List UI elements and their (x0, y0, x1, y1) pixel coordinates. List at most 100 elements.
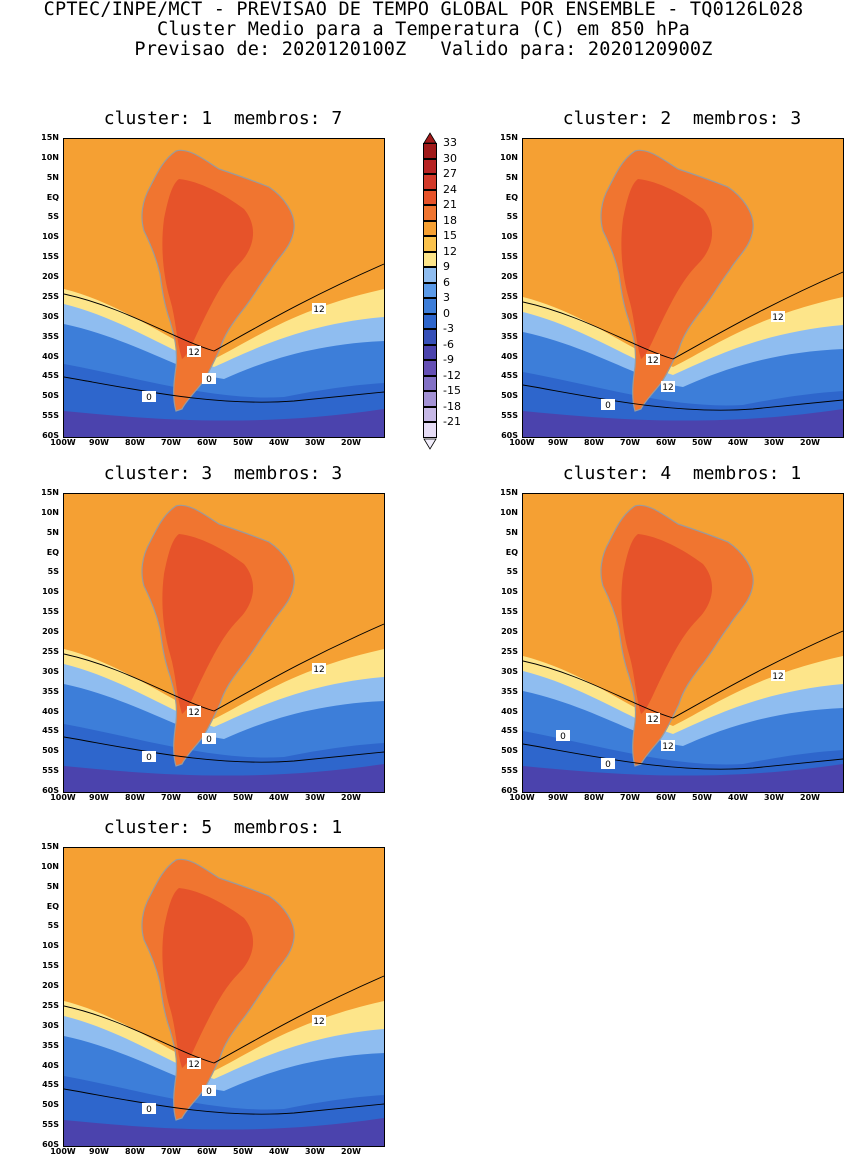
contour-label: 0 (206, 1087, 212, 1097)
lon-tick-label: 80W (125, 438, 145, 447)
contour-label-box (646, 713, 660, 724)
contour-label-box (771, 311, 785, 322)
legend-label: 33 (443, 136, 457, 149)
lat-tick-label: 60S (42, 786, 59, 795)
lat-tick-label: 15N (41, 842, 59, 851)
lat-tick-label: 45S (42, 726, 59, 736)
contour-label-box (312, 1015, 326, 1026)
lat-tick-label: EQ (505, 547, 518, 557)
map-panel-1: cluster: 1 membros: 7 12 12 0 0 15N 10N 5N EQ 5S 1… (41, 108, 385, 447)
lat-tick-label: 60S (501, 431, 518, 440)
lat-tick-label: 60S (42, 431, 59, 440)
contour-12 (64, 623, 384, 712)
lat-tick-label: 60S (42, 1140, 59, 1149)
panel-title: cluster: 3 membros: 3 (103, 463, 343, 484)
contour-label: 12 (188, 708, 199, 718)
contour-label: 0 (146, 393, 152, 403)
contour-label: 0 (605, 401, 611, 411)
temperature-map: 12 12 0 0 (63, 493, 385, 793)
lat-tick-label: 20S (501, 627, 518, 637)
lat-tick-label: 40S (42, 1060, 59, 1070)
contour-label-box (601, 758, 615, 769)
legend-label: -12 (443, 368, 461, 382)
legend-swatch (423, 406, 437, 422)
lat-tick-label: 30S (501, 666, 518, 676)
lon-tick-label: 30W (764, 438, 784, 447)
lat-tick-label: 50S (501, 391, 518, 401)
contour-label: 12 (313, 305, 324, 315)
lat-tick-label: 30S (42, 311, 59, 321)
lon-tick-label: 40W (728, 793, 748, 802)
contour-label: 12 (188, 1060, 199, 1070)
lon-tick-label: 30W (305, 1147, 325, 1156)
header-line-1: CPTEC/INPE/MCT - PREVISAO DE TEMPO GLOBA… (43, 0, 804, 20)
legend-label: -21 (443, 415, 461, 428)
panel-title: cluster: 2 membros: 3 (562, 108, 802, 129)
legend-label: 3 (443, 291, 450, 304)
lon-tick-label: 90W (548, 793, 568, 802)
lon-tick-label: 30W (305, 438, 325, 447)
lat-tick-label: 20S (42, 272, 59, 282)
lon-tick-label: 20W (341, 793, 361, 802)
legend-label: 9 (443, 260, 450, 273)
lat-tick-label: 5N (46, 527, 59, 537)
lat-tick-label: 5S (506, 567, 518, 577)
lon-tick-label: 20W (800, 793, 820, 802)
contour-label: 0 (560, 732, 566, 742)
legend-swatch (423, 391, 437, 407)
coastline (141, 149, 295, 412)
lat-tick-label: 50S (501, 746, 518, 756)
continent-hotter-zone (162, 534, 254, 714)
lon-tick-label: 50W (233, 438, 253, 447)
lat-tick-label: 20S (42, 627, 59, 637)
coldest-zone (523, 409, 843, 437)
legend-swatch (423, 174, 437, 190)
contour-12 (523, 271, 843, 360)
continent-hotter-zone (621, 179, 713, 359)
contour-label-box (312, 663, 326, 674)
legend-swatch (423, 236, 437, 252)
contour-label: 0 (206, 375, 212, 385)
legend-swatch (423, 189, 437, 205)
lon-tick-label: 70W (620, 438, 640, 447)
lat-tick-label: 15N (41, 488, 59, 497)
contour-label-box (142, 751, 156, 762)
lat-tick-label: 30S (501, 311, 518, 321)
contour-label: 12 (662, 383, 673, 393)
legend-label: -18 (443, 399, 461, 413)
lat-tick-label: 35S (42, 1040, 59, 1050)
lat-tick-label: 5N (505, 172, 518, 182)
contour-label-box (661, 381, 675, 392)
legend-label: 15 (443, 229, 457, 242)
lon-tick-label: 80W (584, 438, 604, 447)
contour-label: 12 (313, 665, 324, 675)
lat-tick-label: 20S (501, 272, 518, 282)
map-panel-3: cluster: 3 membros: 3 12 12 0 0 15N 10N 5N EQ 5S 1… (41, 463, 385, 802)
legend-swatch (423, 375, 437, 391)
lat-tick-label: 10S (501, 232, 518, 242)
lon-tick-label: 70W (161, 1147, 181, 1156)
lon-tick-label: 40W (269, 1147, 289, 1156)
contour-label: 12 (647, 356, 658, 366)
lat-tick-label: 15S (42, 607, 59, 617)
contour-label-box (556, 730, 570, 741)
lat-tick-label: 50S (42, 391, 59, 401)
contour-label-box (187, 346, 201, 357)
legend-bottom-arrow (423, 438, 437, 450)
lon-tick-label: 50W (692, 793, 712, 802)
contour-label: 12 (662, 742, 673, 752)
lon-tick-label: 100W (509, 438, 535, 447)
lon-tick-label: 90W (89, 793, 109, 802)
contour-label-box (202, 1085, 216, 1096)
lat-tick-label: 55S (42, 1120, 59, 1130)
legend-swatch (423, 251, 437, 267)
lat-tick-label: 25S (42, 291, 59, 301)
contour-0 (64, 736, 384, 763)
temperature-map: 12 12 0 0 (63, 847, 385, 1147)
temperature-map: 12 12 0 0 (63, 138, 385, 438)
lat-tick-label: 5N (46, 881, 59, 891)
contour-12 (523, 630, 843, 719)
lon-tick-label: 50W (233, 1147, 253, 1156)
lat-tick-label: 15S (42, 961, 59, 971)
lat-tick-label: 35S (501, 686, 518, 696)
